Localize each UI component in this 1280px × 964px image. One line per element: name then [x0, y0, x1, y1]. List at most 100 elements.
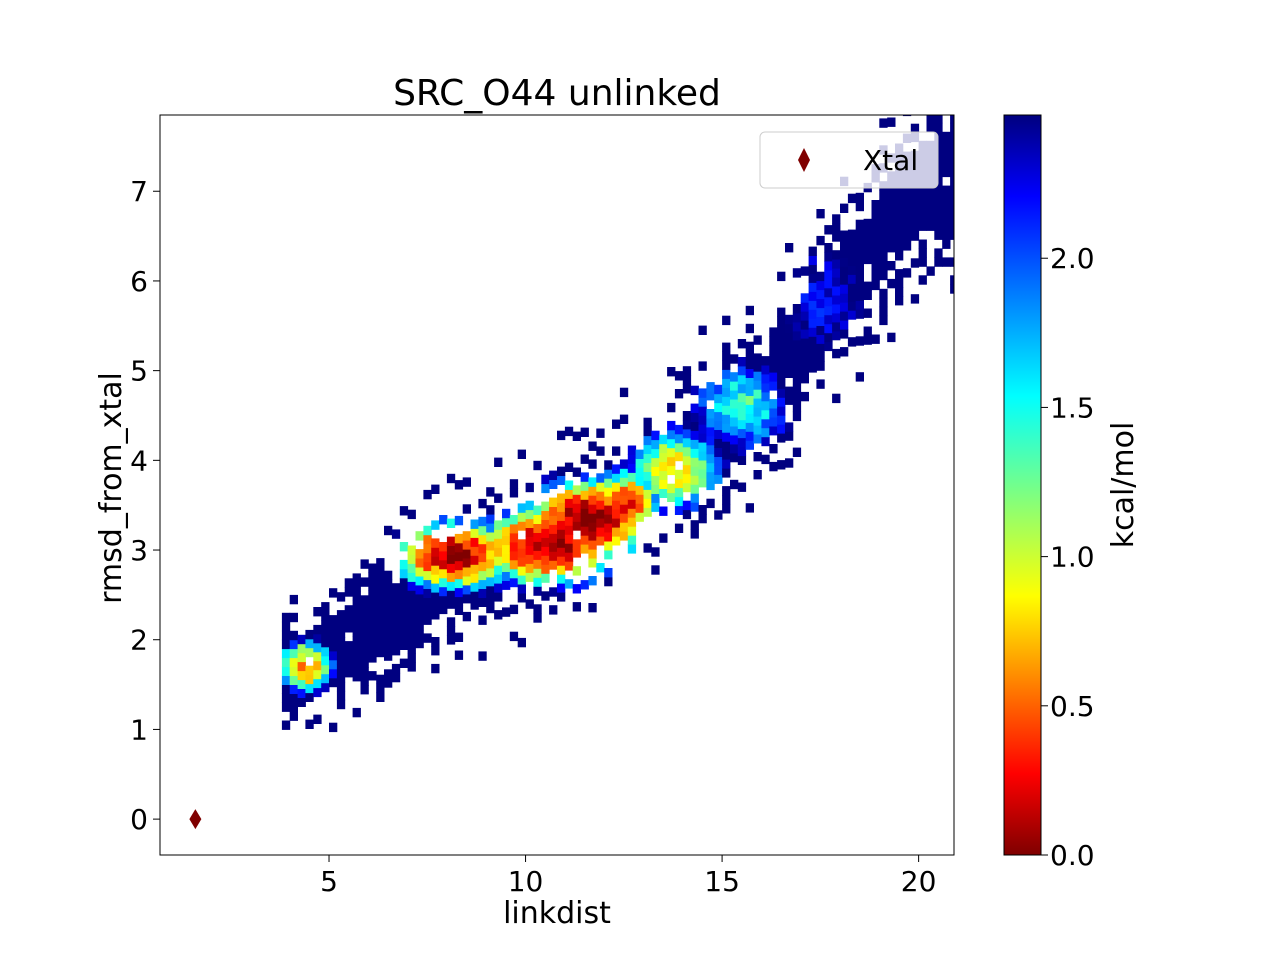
- heatmap-cell: [674, 424, 684, 435]
- heatmap-cell: [580, 535, 589, 545]
- heatmap-cell: [352, 618, 361, 628]
- heatmap-cell: [454, 632, 464, 642]
- heatmap-cell: [557, 430, 566, 441]
- heatmap-cell: [297, 652, 306, 663]
- heatmap-cell: [942, 149, 951, 160]
- heatmap-cell: [391, 672, 401, 683]
- heatmap-cell: [478, 516, 487, 527]
- heatmap-cell: [855, 246, 864, 256]
- heatmap-cell: [643, 480, 652, 490]
- heatmap-cell: [942, 167, 951, 178]
- heatmap-cell: [446, 473, 456, 484]
- heatmap-cell: [871, 200, 880, 210]
- heatmap-cell: [478, 597, 487, 607]
- heatmap-cell: [942, 203, 951, 213]
- y-tick-label: 6: [130, 265, 148, 298]
- heatmap-cell: [557, 493, 566, 503]
- heatmap-cell: [682, 428, 692, 439]
- heatmap-cell: [698, 325, 707, 335]
- heatmap-cell: [572, 548, 581, 558]
- heatmap-cell: [659, 479, 668, 489]
- heatmap-cell: [352, 627, 361, 637]
- heatmap-cell: [659, 488, 668, 498]
- heatmap-cell: [879, 208, 888, 218]
- heatmap-cell: [753, 416, 762, 426]
- heatmap-cell: [431, 610, 440, 620]
- heatmap-cell: [533, 550, 542, 560]
- heatmap-cell: [627, 445, 637, 455]
- heatmap-cell: [470, 546, 479, 556]
- heatmap-cell: [344, 623, 353, 633]
- heatmap-cell: [423, 570, 432, 581]
- heatmap-cell: [588, 558, 597, 568]
- heatmap-cell: [682, 420, 692, 430]
- heatmap-cell: [714, 420, 723, 430]
- heatmap-cell: [714, 447, 723, 457]
- heatmap-cell: [871, 217, 880, 228]
- heatmap-cell: [942, 131, 951, 142]
- heatmap-cell: [344, 587, 353, 597]
- heatmap-cell: [604, 523, 613, 533]
- heatmap-cell: [502, 580, 511, 590]
- heatmap-cell: [336, 592, 346, 602]
- heatmap-cell: [297, 679, 306, 689]
- heatmap-cell: [564, 561, 574, 571]
- heatmap-cell: [572, 566, 581, 576]
- heatmap-cell: [887, 332, 896, 343]
- heatmap-cell: [376, 576, 385, 586]
- heatmap-cell: [808, 345, 817, 355]
- heatmap-cell: [950, 284, 954, 294]
- heatmap-cell: [557, 592, 566, 602]
- heatmap-cell: [879, 235, 888, 245]
- heatmap-cell: [871, 262, 880, 273]
- heatmap-cell: [533, 523, 542, 533]
- heatmap-cell: [415, 576, 424, 586]
- heatmap-cell: [926, 115, 935, 124]
- heatmap-cell: [376, 558, 385, 568]
- heatmap-cell: [580, 517, 589, 527]
- heatmap-cell: [745, 404, 754, 414]
- heatmap-cell: [824, 270, 833, 280]
- heatmap-cell: [847, 283, 857, 293]
- heatmap-cell: [824, 225, 833, 235]
- heatmap-cell: [659, 443, 668, 454]
- heatmap-cell: [950, 221, 954, 231]
- heatmap-cell: [564, 426, 574, 437]
- heatmap-cell: [407, 590, 416, 600]
- heatmap-cell: [407, 644, 416, 654]
- heatmap-cell: [423, 552, 432, 563]
- heatmap-cell: [745, 440, 754, 450]
- heatmap-cell: [627, 490, 637, 500]
- heatmap-cell: [690, 493, 699, 503]
- heatmap-cell: [840, 284, 849, 294]
- heatmap-cell: [777, 334, 786, 344]
- heatmap-cell: [321, 629, 330, 639]
- heatmap-cell: [557, 475, 566, 485]
- heatmap-cell: [572, 467, 581, 477]
- heatmap-cell: [604, 514, 613, 524]
- heatmap-cell: [557, 511, 566, 521]
- heatmap-cell: [478, 579, 487, 589]
- heatmap-cell: [714, 456, 723, 466]
- heatmap-cell: [549, 470, 558, 480]
- heatmap-cell: [391, 628, 401, 638]
- heatmap-cell: [674, 389, 684, 399]
- heatmap-cell: [950, 257, 954, 267]
- y-tick-label: 5: [130, 355, 148, 388]
- heatmap-cell: [376, 594, 385, 604]
- heatmap-cell: [454, 650, 464, 660]
- heatmap-cell: [517, 575, 526, 585]
- heatmap-cell: [313, 633, 322, 644]
- heatmap-cell: [525, 572, 534, 582]
- heatmap-cell: [706, 453, 715, 464]
- heatmap-cell: [627, 463, 637, 473]
- heatmap-cell: [329, 650, 338, 661]
- heatmap-cell: [399, 542, 409, 552]
- heatmap-cell: [643, 444, 652, 454]
- heatmap-cell: [407, 608, 416, 618]
- chart-title: SRC_O44 unlinked: [393, 73, 721, 114]
- heatmap-cell: [384, 624, 393, 634]
- heatmap-cell: [336, 610, 346, 620]
- heatmap-cell: [604, 460, 613, 470]
